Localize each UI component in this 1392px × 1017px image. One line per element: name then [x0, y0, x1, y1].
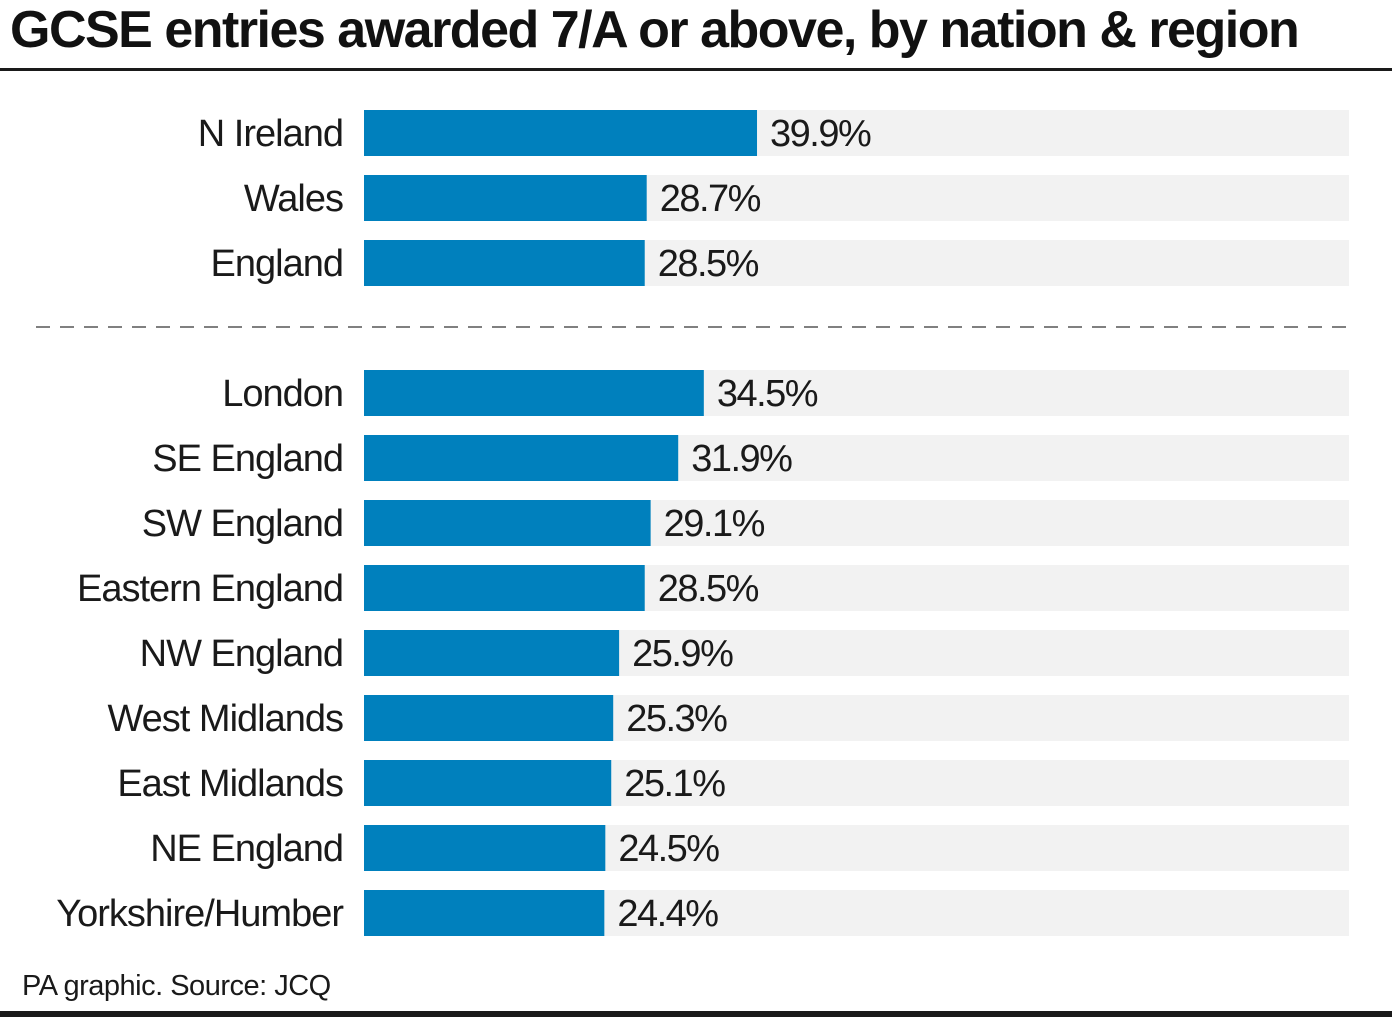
chart-title: GCSE entries awarded 7/A or above, by na… [10, 1, 1300, 59]
category-label-wales: Wales [244, 178, 343, 220]
value-label-n-ireland: 39.9% [770, 113, 871, 155]
value-label-wales: 28.7% [660, 178, 761, 220]
bar-nw-england [364, 630, 620, 676]
category-label-ne-england: NE England [150, 828, 343, 870]
bar-london [364, 370, 704, 416]
bar-west-midlands [364, 695, 614, 741]
category-label-n-ireland: N Ireland [198, 113, 343, 155]
value-label-ne-england: 24.5% [618, 828, 719, 870]
value-label-london: 34.5% [717, 373, 818, 415]
bar-sw-england [364, 500, 651, 546]
value-label-yorkshire-humber: 24.4% [617, 893, 718, 935]
bottom-rule [0, 1011, 1392, 1017]
category-label-eastern-england: Eastern England [77, 568, 343, 610]
bar-n-ireland [364, 110, 758, 156]
bar-se-england [364, 435, 679, 481]
value-label-eastern-england: 28.5% [658, 568, 759, 610]
bar-yorkshire-humber [364, 890, 605, 936]
value-label-se-england: 31.9% [691, 438, 792, 480]
value-label-nw-england: 25.9% [632, 633, 733, 675]
category-label-england: England [211, 243, 343, 285]
category-label-london: London [222, 373, 343, 415]
category-label-yorkshire-humber: Yorkshire/Humber [56, 893, 344, 935]
value-label-east-midlands: 25.1% [624, 763, 725, 805]
bar-east-midlands [364, 760, 612, 806]
category-label-sw-england: SW England [142, 503, 343, 545]
value-label-sw-england: 29.1% [664, 503, 765, 545]
bar-eastern-england [364, 565, 645, 611]
category-label-east-midlands: East Midlands [117, 763, 343, 805]
bar-wales [364, 175, 647, 221]
value-label-west-midlands: 25.3% [626, 698, 727, 740]
title-rule [0, 68, 1392, 71]
source-note: PA graphic. Source: JCQ [22, 970, 331, 1002]
category-label-west-midlands: West Midlands [107, 698, 343, 740]
bar-ne-england [364, 825, 606, 871]
value-label-england: 28.5% [658, 243, 759, 285]
bar-england [364, 240, 645, 286]
category-label-nw-england: NW England [140, 633, 343, 675]
category-label-se-england: SE England [152, 438, 343, 480]
